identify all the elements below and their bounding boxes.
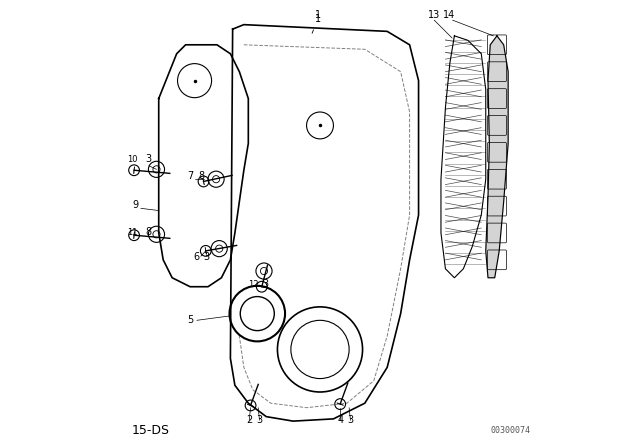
- Text: 15-DS: 15-DS: [132, 423, 170, 437]
- Text: 11: 11: [127, 228, 138, 237]
- Text: 10: 10: [127, 155, 138, 164]
- Text: 9: 9: [132, 200, 138, 210]
- Text: 00300074: 00300074: [491, 426, 531, 435]
- Text: 5: 5: [187, 314, 193, 324]
- Text: 3: 3: [204, 252, 210, 262]
- Text: 12: 12: [248, 280, 259, 289]
- Polygon shape: [441, 36, 486, 278]
- Text: 4: 4: [337, 415, 343, 425]
- Polygon shape: [486, 36, 508, 278]
- Text: 3: 3: [262, 279, 268, 289]
- Text: 3: 3: [257, 415, 262, 425]
- Text: 8: 8: [146, 227, 152, 237]
- Text: 1: 1: [315, 10, 321, 20]
- Text: 2: 2: [246, 415, 252, 425]
- Text: 6: 6: [194, 252, 200, 262]
- Text: 1: 1: [312, 14, 321, 33]
- Text: 3: 3: [348, 415, 353, 425]
- Text: 7: 7: [187, 171, 193, 181]
- Text: 14: 14: [443, 10, 455, 20]
- Text: 3: 3: [146, 154, 152, 164]
- Text: 13: 13: [428, 10, 440, 20]
- Text: 8: 8: [198, 171, 204, 181]
